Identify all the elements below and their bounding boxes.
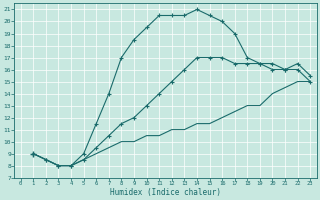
X-axis label: Humidex (Indice chaleur): Humidex (Indice chaleur) [110, 188, 221, 197]
